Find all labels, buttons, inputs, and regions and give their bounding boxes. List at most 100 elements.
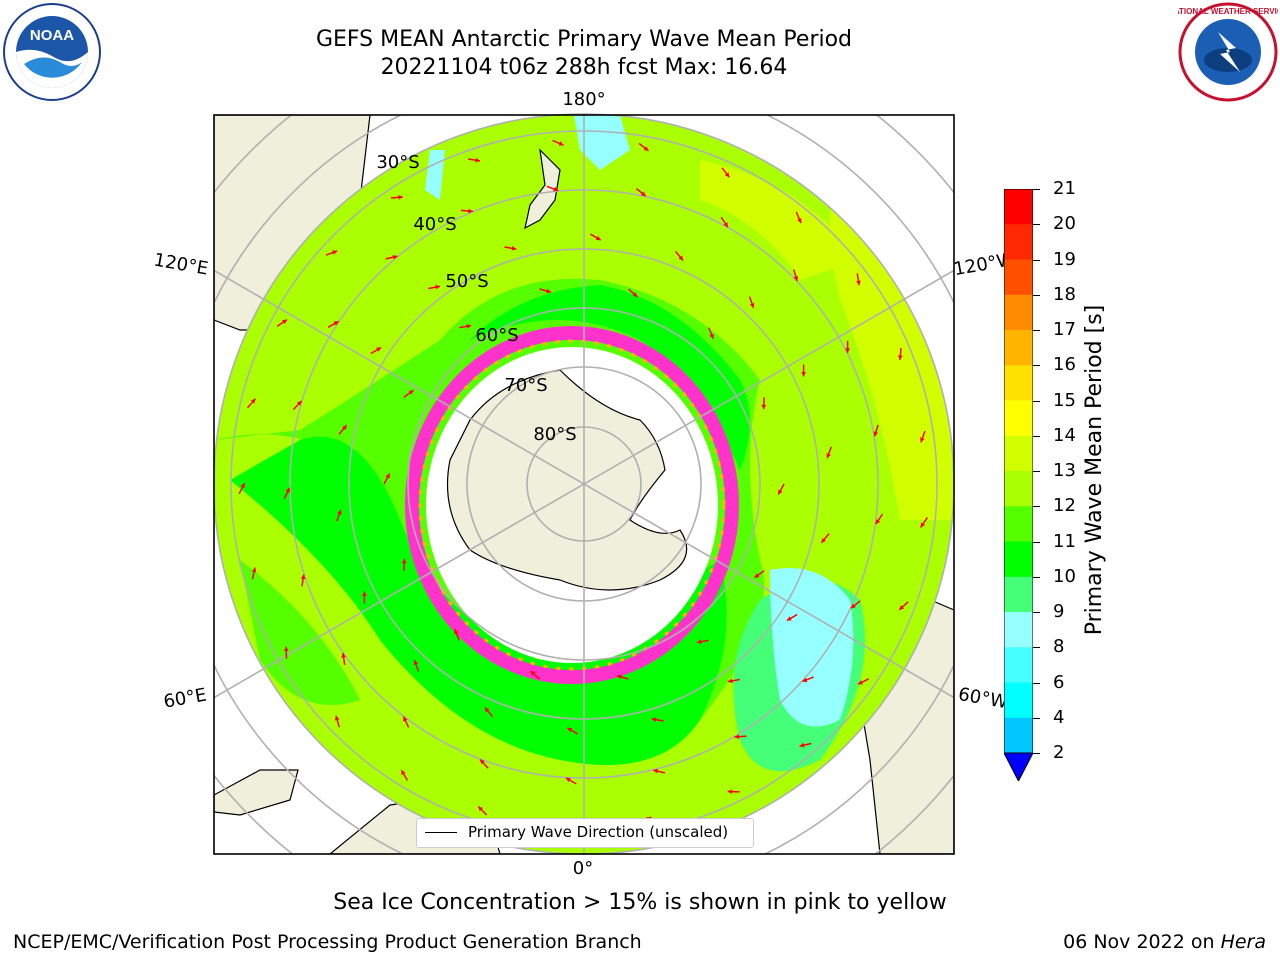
colorbar-segment <box>1004 506 1033 542</box>
colorbar-tick-mark <box>1033 471 1040 472</box>
wave-arrow-head <box>565 777 571 783</box>
colorbar-segment <box>1004 541 1033 578</box>
wave-arrow-head <box>401 558 407 564</box>
wave-arrow-head <box>480 759 485 765</box>
run-date-text: 06 Nov 2022 on <box>1063 931 1215 953</box>
sea-ice-note: Sea Ice Concentration > 15% is shown in … <box>333 890 947 915</box>
legend-label: Primary Wave Direction (unscaled) <box>468 823 729 841</box>
colorbar-label: Primary Wave Mean Period [s] <box>1082 304 1107 636</box>
wave-arrow-head <box>392 254 398 260</box>
wave-arrow-head <box>385 473 390 479</box>
wave-arrow-head <box>567 727 573 733</box>
wave-arrow-head <box>778 489 783 495</box>
colorbar-tick-mark <box>1033 330 1040 331</box>
wave-arrow-head <box>709 333 714 339</box>
wave-arrow-head <box>413 660 419 666</box>
lon-label-60w: 60°W <box>957 684 1010 713</box>
wave-arrow-head <box>282 319 288 325</box>
wave-arrow-head <box>283 646 289 652</box>
colorbar-segment <box>1004 471 1033 507</box>
noaa-logo: NOAA <box>3 3 101 101</box>
colorbar-tick-label: 13 <box>1053 460 1076 481</box>
colorbar-segment <box>1004 435 1033 472</box>
lat-label-50s: 50°S <box>445 271 488 292</box>
wave-arrow-head <box>723 222 728 228</box>
wave-arrow-head <box>801 372 807 377</box>
colorbar-tick-label: 11 <box>1053 530 1076 552</box>
wave-arrow-head <box>850 603 856 609</box>
run-date: 06 Nov 2022 on Hera <box>1063 931 1266 953</box>
wave-arrow-head <box>786 616 792 621</box>
wave-arrow-head <box>899 605 905 610</box>
wave-arrow-head <box>401 770 406 776</box>
wave-arrow-head <box>724 172 730 178</box>
lat-label-80s: 80°S <box>533 424 576 445</box>
wave-arrow-head <box>651 717 657 723</box>
colorbar-segment <box>1004 717 1033 754</box>
colorbar-segment <box>1004 259 1033 296</box>
colorbar-tick-mark <box>1033 576 1040 578</box>
wave-arrow-head <box>821 537 826 543</box>
colorbar-segment <box>1004 224 1033 260</box>
wave-arrow-head <box>475 157 480 163</box>
map-legend: Primary Wave Direction (unscaled) <box>416 818 754 848</box>
nws-logo: NATIONAL WEATHER SERVICE <box>1178 2 1278 102</box>
wave-arrow-head <box>484 707 490 713</box>
wave-arrow-head <box>408 390 414 395</box>
wave-arrow-head <box>761 404 767 410</box>
wave-arrow-head <box>342 425 347 431</box>
colorbar-tick-label: 21 <box>1053 178 1076 199</box>
colorbar-tick-mark <box>1033 365 1040 367</box>
colorbar-segment <box>1004 647 1033 683</box>
colorbar-segment <box>1004 682 1033 719</box>
wave-arrow-head <box>553 186 559 192</box>
colorbar-tick-label: 12 <box>1053 495 1076 517</box>
colorbar-segment <box>1004 294 1033 331</box>
colorbar-tick-mark <box>1033 294 1040 296</box>
wave-arrow-head <box>653 768 659 774</box>
colorbar-segment <box>1004 612 1033 648</box>
wave-arrow-head <box>727 678 733 684</box>
chart-title: GEFS MEAN Antarctic Primary Wave Mean Pe… <box>315 27 853 52</box>
wave-arrow-head <box>285 487 290 493</box>
lat-label-40s: 40°S <box>413 214 456 235</box>
colorbar-segment <box>1004 189 1033 225</box>
wave-arrow-head <box>403 716 408 722</box>
colorbar-tick-label: 6 <box>1053 671 1065 693</box>
colorbar-tick-mark <box>1033 400 1040 402</box>
wave-arrow-head <box>856 280 861 286</box>
wave-arrow-head <box>640 191 646 197</box>
colorbar-tick-mark <box>1033 682 1040 684</box>
lon-label-0: 0° <box>573 858 593 879</box>
wave-arrow-head <box>754 573 760 578</box>
wave-arrow-head <box>511 245 517 251</box>
colorbar-tick-label: 14 <box>1053 424 1076 446</box>
wave-arrow-head <box>793 276 799 281</box>
colorbar-segment <box>1004 365 1033 401</box>
wave-arrow-head <box>873 431 879 437</box>
new-zealand-land <box>524 148 561 230</box>
graticule <box>214 115 954 854</box>
wave-arrow-head <box>251 567 257 573</box>
wave-arrow-head <box>802 677 808 683</box>
wave-arrow-head <box>361 591 367 596</box>
wave-arrow-head <box>454 629 459 635</box>
wave-arrow-head <box>558 141 564 146</box>
colorbar-extend-triangle <box>1004 752 1033 781</box>
wave-arrow-head <box>920 522 926 528</box>
wave-arrow-head <box>337 509 342 515</box>
wave-arrow-head <box>678 255 684 261</box>
colorbar-tick-label: 20 <box>1053 213 1076 235</box>
colorbar-tick-label: 9 <box>1053 601 1065 622</box>
colorbar-tick-label: 16 <box>1053 354 1076 376</box>
madagascar-land <box>214 769 299 816</box>
wave-arrow-head <box>333 321 339 326</box>
wave-arrow-head <box>826 453 831 459</box>
wave-arrow-head <box>595 235 601 241</box>
wave-arrow-head <box>734 734 740 740</box>
colorbar-tick-label: 8 <box>1053 636 1065 658</box>
wave-arrow-head <box>643 146 649 151</box>
branch-credit: NCEP/EMC/Verification Post Processing Pr… <box>13 931 642 953</box>
wave-arrow-head <box>296 400 302 406</box>
